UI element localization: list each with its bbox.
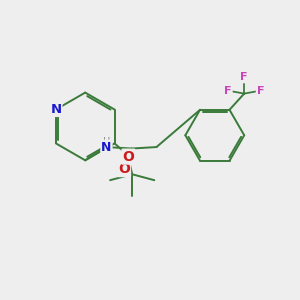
Text: O: O (122, 150, 134, 164)
Text: N: N (101, 141, 112, 154)
Text: F: F (224, 85, 232, 96)
Text: F: F (241, 72, 248, 82)
Text: N: N (50, 103, 62, 116)
Text: H: H (103, 137, 111, 147)
Text: O: O (118, 162, 130, 176)
Text: F: F (257, 85, 264, 96)
